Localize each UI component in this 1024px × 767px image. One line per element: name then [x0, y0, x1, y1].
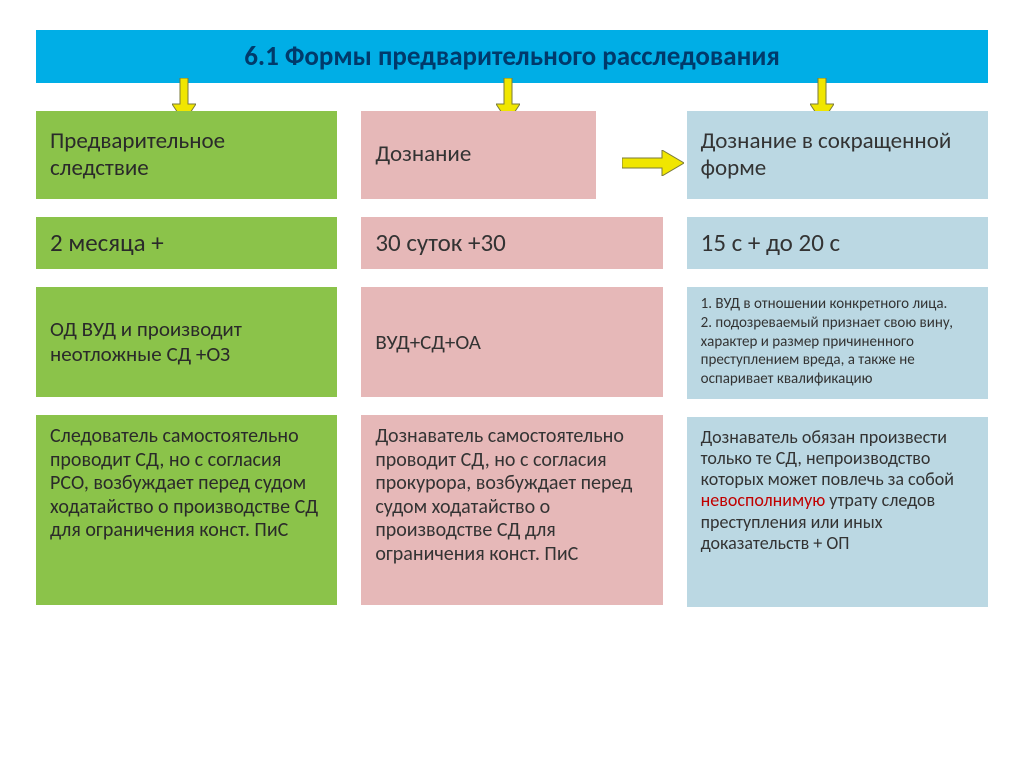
col2-header-text: Дознание — [375, 141, 471, 168]
col3-actions: 1. ВУД в отношении конкретного лица. 2. … — [687, 287, 988, 399]
col1-duration: 2 месяца + — [36, 217, 337, 269]
slide: 6.1 Формы предварительного расследования… — [0, 0, 1024, 767]
col3-detail-pre: Дознаватель обязан произвести только те … — [701, 426, 954, 490]
col1-actions: ОД ВУД и производит неотложные СД +ОЗ — [36, 287, 337, 397]
col2-detail-text: Дознаватель самостоятельно проводит СД, … — [375, 424, 632, 566]
column-inquiry: Дознание 30 суток +30 ВУД+СД+ОА Дознават… — [361, 111, 662, 625]
column-preliminary-investigation: Предварительное следствие 2 месяца + ОД … — [36, 111, 337, 625]
col2-actions-text: ВУД+СД+ОА — [375, 330, 481, 355]
col1-detail-text: Следователь самостоятельно проводит СД, … — [50, 424, 318, 542]
col3-header-text: Дознание в сокращенной форме — [701, 128, 974, 182]
col2-actions: ВУД+СД+ОА — [361, 287, 662, 397]
slide-title: 6.1 Формы предварительного расследования — [36, 30, 988, 83]
column-inquiry-short: Дознание в сокращенной форме 15 с + до 2… — [687, 111, 988, 625]
col1-actions-text: ОД ВУД и производит неотложные СД +ОЗ — [50, 317, 323, 367]
col2-duration-text: 30 суток +30 — [375, 228, 506, 258]
col3-detail-highlight: невосполнимую — [701, 489, 826, 511]
col1-header: Предварительное следствие — [36, 111, 337, 199]
col2-detail: Дознаватель самостоятельно проводит СД, … — [361, 415, 662, 605]
col3-duration: 15 с + до 20 с — [687, 217, 988, 269]
columns-grid: Предварительное следствие 2 месяца + ОД … — [36, 111, 988, 625]
col3-actions-line2: 2. подозреваемый признает свою вину, хар… — [701, 314, 974, 389]
col3-actions-line1: 1. ВУД в отношении конкретного лица. — [701, 295, 974, 314]
col3-detail: Дознаватель обязан произвести только те … — [687, 417, 988, 607]
col3-header: Дознание в сокращенной форме — [687, 111, 988, 199]
col2-duration: 30 суток +30 — [361, 217, 662, 269]
col1-header-text: Предварительное следствие — [50, 128, 323, 182]
col1-detail: Следователь самостоятельно проводит СД, … — [36, 415, 337, 605]
col2-header: Дознание — [361, 111, 596, 199]
col1-duration-text: 2 месяца + — [50, 228, 164, 258]
col3-duration-text: 15 с + до 20 с — [701, 228, 840, 258]
